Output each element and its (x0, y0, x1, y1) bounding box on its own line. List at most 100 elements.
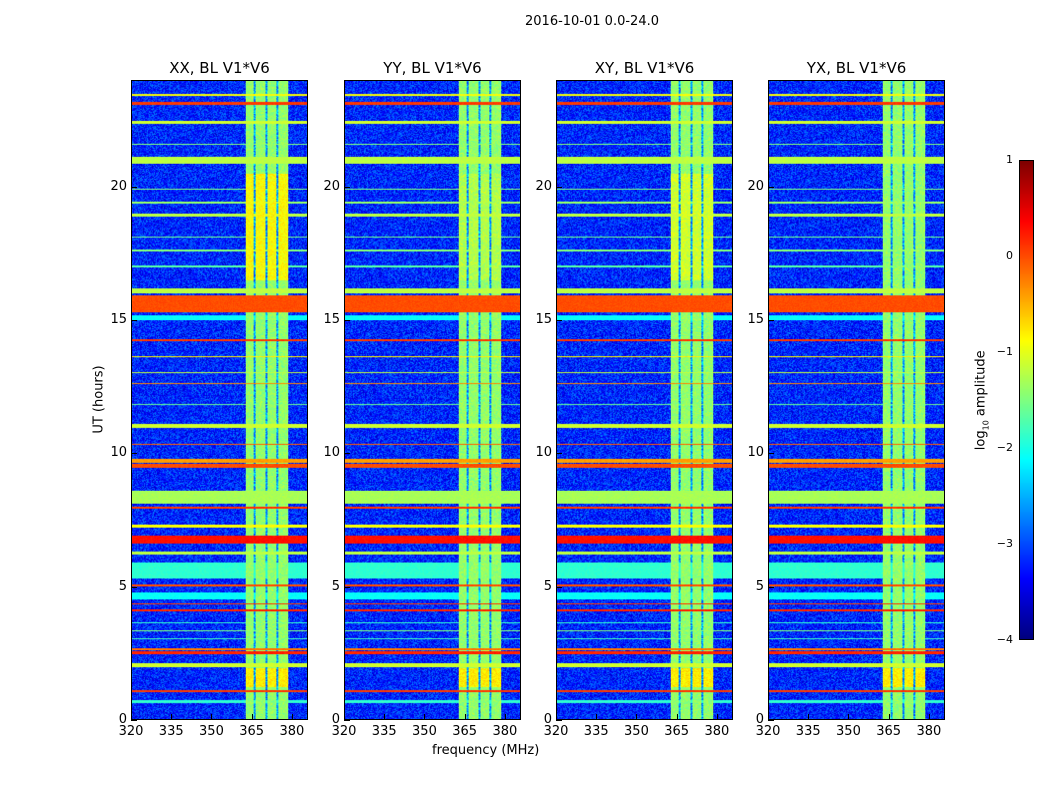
y-tick-mark (768, 186, 774, 188)
y-tick-label: 5 (118, 578, 127, 594)
y-tick-mark (131, 453, 137, 455)
y-tick-label: 20 (535, 178, 552, 194)
heatmap-image (132, 81, 307, 719)
heatmap-panel (556, 80, 733, 720)
colorbar-label: log10 amplitude (973, 350, 991, 451)
x-tick-mark (211, 714, 213, 720)
y-tick-label: 15 (747, 312, 764, 327)
x-tick-mark (384, 714, 386, 720)
y-tick-mark (556, 720, 562, 721)
heatmap-image (769, 81, 944, 719)
x-tick-label: 380 (492, 724, 518, 739)
y-tick-mark (131, 720, 137, 721)
y-tick-mark (344, 320, 350, 321)
x-tick-label: 350 (412, 724, 437, 739)
x-tick-label: 350 (836, 724, 861, 739)
y-tick-label: 20 (747, 178, 764, 194)
x-tick-mark (848, 714, 850, 720)
y-tick-label: 5 (543, 578, 552, 594)
y-tick-mark (131, 586, 137, 588)
x-tick-mark (928, 714, 930, 720)
colorbar-tick-label: 0 (1006, 249, 1013, 262)
y-tick-mark (131, 186, 137, 188)
panel-title: YY, BL V1*V6 (383, 59, 482, 77)
y-tick-label: 0 (331, 712, 340, 727)
y-tick-label: 15 (323, 312, 340, 327)
x-tick-label: 335 (795, 724, 821, 739)
y-tick-mark (556, 320, 562, 321)
figure-title: 2016-10-01 0.0-24.0 (525, 14, 659, 29)
x-tick-mark (291, 714, 293, 720)
heatmap-image (557, 81, 732, 719)
x-tick-label: 380 (279, 724, 305, 739)
colorbar-tick-label: −3 (996, 537, 1013, 550)
panel-title: XX, BL V1*V6 (169, 59, 270, 77)
colorbar-tick-label: −2 (996, 441, 1013, 454)
colorbar-tick-label: −1 (996, 345, 1013, 358)
x-tick-label: 380 (916, 724, 942, 739)
x-tick-mark (596, 714, 598, 720)
y-tick-label: 20 (110, 178, 127, 194)
colorbar-tick-label: 1 (1006, 153, 1013, 166)
y-tick-mark (131, 320, 137, 321)
y-tick-mark (556, 453, 562, 455)
y-tick-mark (768, 720, 774, 721)
y-tick-mark (768, 586, 774, 588)
x-tick-mark (171, 714, 173, 720)
y-tick-label: 5 (755, 578, 764, 594)
y-tick-label: 10 (535, 445, 552, 461)
x-tick-mark (716, 714, 718, 720)
x-tick-label: 320 (755, 724, 781, 739)
x-tick-label: 350 (199, 724, 224, 739)
heatmap-panel (344, 80, 521, 720)
colorbar (1019, 160, 1034, 640)
y-tick-label: 10 (323, 445, 340, 461)
x-tick-mark (504, 714, 506, 720)
y-tick-mark (768, 320, 774, 321)
x-tick-mark (676, 714, 678, 720)
x-tick-mark (464, 714, 466, 720)
x-tick-label: 320 (118, 724, 144, 739)
x-axis-label: frequency (MHz) (432, 743, 540, 758)
y-tick-label: 10 (110, 445, 127, 461)
x-tick-label: 335 (158, 724, 184, 739)
x-tick-label: 365 (452, 724, 478, 739)
x-tick-label: 335 (371, 724, 397, 739)
y-tick-mark (344, 586, 350, 588)
x-tick-mark (808, 714, 810, 720)
x-tick-mark (131, 714, 132, 720)
y-tick-mark (344, 453, 350, 455)
x-tick-label: 320 (543, 724, 569, 739)
y-tick-mark (344, 720, 350, 721)
y-tick-label: 10 (747, 445, 764, 461)
x-tick-mark (636, 714, 638, 720)
x-tick-mark (768, 714, 769, 720)
heatmap-image (345, 81, 520, 719)
y-tick-mark (556, 186, 562, 188)
x-tick-mark (344, 714, 345, 720)
y-tick-mark (556, 586, 562, 588)
x-tick-label: 380 (704, 724, 730, 739)
x-tick-mark (251, 714, 253, 720)
y-tick-label: 15 (535, 312, 552, 327)
y-tick-label: 0 (543, 712, 552, 727)
y-tick-label: 0 (755, 712, 764, 727)
y-tick-label: 0 (118, 712, 127, 727)
y-tick-label: 20 (323, 178, 340, 194)
y-axis-label: UT (hours) (91, 365, 107, 434)
x-tick-mark (888, 714, 890, 720)
panel-title: YX, BL V1*V6 (806, 59, 907, 77)
x-tick-label: 350 (624, 724, 649, 739)
y-tick-label: 5 (331, 578, 340, 594)
heatmap-panel (768, 80, 945, 720)
x-tick-label: 365 (664, 724, 690, 739)
x-tick-label: 335 (583, 724, 609, 739)
x-tick-label: 365 (239, 724, 265, 739)
y-tick-mark (344, 186, 350, 188)
x-tick-mark (556, 714, 557, 720)
y-tick-label: 15 (110, 312, 127, 327)
heatmap-panel (131, 80, 308, 720)
colorbar-tick-label: −4 (996, 633, 1013, 646)
x-tick-label: 320 (331, 724, 357, 739)
